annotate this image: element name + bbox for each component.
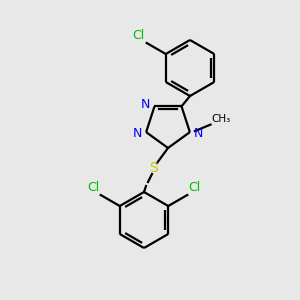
Text: N: N — [133, 127, 142, 140]
Text: CH₃: CH₃ — [212, 114, 231, 124]
Text: N: N — [194, 127, 203, 140]
Text: Cl: Cl — [132, 29, 145, 42]
Text: N: N — [141, 98, 151, 111]
Text: S: S — [150, 161, 158, 175]
Text: Cl: Cl — [188, 181, 201, 194]
Text: Cl: Cl — [87, 181, 100, 194]
